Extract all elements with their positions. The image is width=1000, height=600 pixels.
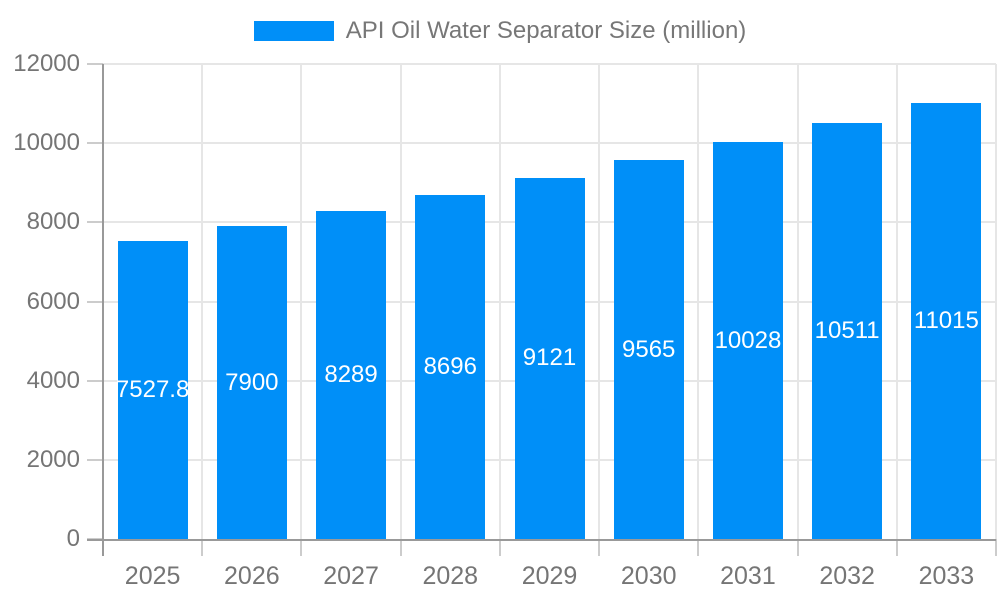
bar-value-label: 8696: [423, 352, 477, 380]
bar-2027[interactable]: [316, 210, 387, 539]
bar-2029[interactable]: [514, 177, 585, 539]
x-axis-tick: [201, 539, 204, 556]
y-axis-label: 10000: [13, 129, 80, 157]
x-gridline: [399, 64, 402, 539]
y-axis-tick: [87, 300, 103, 303]
bar-value-label: 7527.8: [115, 376, 190, 403]
x-axis-label: 2027: [323, 562, 379, 590]
x-axis-label: 2029: [521, 562, 578, 590]
bar-value-label: 9121: [522, 344, 577, 372]
y-gridline: [103, 142, 996, 145]
y-axis-line: [102, 64, 104, 556]
x-gridline: [895, 64, 898, 539]
bar-2030[interactable]: [613, 160, 684, 539]
x-gridline: [300, 64, 303, 539]
y-gridline: [103, 63, 996, 65]
x-gridline: [995, 64, 997, 539]
x-axis-tick: [498, 539, 501, 556]
x-axis-tick: [598, 539, 601, 556]
bar-2028[interactable]: [415, 194, 486, 539]
x-gridline: [498, 64, 501, 539]
legend-swatch-icon: [253, 21, 334, 41]
bar-2026[interactable]: [216, 226, 287, 539]
x-gridline: [201, 64, 204, 539]
x-axis-tick: [697, 539, 700, 556]
bar-2033[interactable]: [911, 102, 982, 539]
x-axis-tick: [995, 539, 997, 556]
y-axis-label: 6000: [26, 287, 80, 315]
x-axis-tick: [895, 539, 898, 556]
y-axis-label: 0: [66, 525, 80, 552]
legend[interactable]: API Oil Water Separator Size (million): [0, 18, 1000, 44]
y-axis-label: 2000: [26, 445, 80, 473]
x-axis-label: 2032: [819, 562, 875, 590]
x-axis-label: 2026: [224, 562, 280, 590]
x-gridline: [796, 64, 799, 539]
x-axis-label: 2025: [124, 562, 181, 590]
y-axis-label: 8000: [26, 208, 80, 236]
y-axis-tick: [87, 458, 103, 461]
bar-value-label: 9565: [622, 335, 676, 363]
x-axis-label: 2031: [720, 562, 776, 590]
y-axis-tick: [87, 142, 103, 145]
bar-value-label: 11015: [913, 306, 979, 334]
y-axis-tick: [87, 379, 103, 382]
bar-value-label: 8289: [324, 360, 378, 388]
bar-2032[interactable]: [812, 122, 883, 539]
bar-2031[interactable]: [712, 142, 783, 539]
x-axis-label: 2033: [918, 562, 975, 590]
y-axis-label: 4000: [26, 366, 80, 394]
y-axis-label: 12000: [13, 50, 80, 77]
y-axis-tick: [87, 63, 103, 65]
x-gridline: [598, 64, 601, 539]
x-axis-tick: [300, 539, 303, 556]
bar-value-label: 7900: [225, 368, 279, 396]
y-axis-tick: [87, 221, 103, 224]
x-axis-line: [87, 539, 996, 541]
x-axis-tick: [796, 539, 799, 556]
x-axis-label: 2028: [422, 562, 479, 590]
bar-value-label: 10028: [714, 326, 782, 354]
x-axis-label: 2030: [620, 562, 677, 590]
bar-2025[interactable]: [117, 241, 188, 539]
bar-value-label: 10511: [814, 316, 880, 344]
x-axis-tick: [399, 539, 402, 556]
x-gridline: [697, 64, 700, 539]
legend-label: API Oil Water Separator Size (million): [345, 17, 747, 44]
